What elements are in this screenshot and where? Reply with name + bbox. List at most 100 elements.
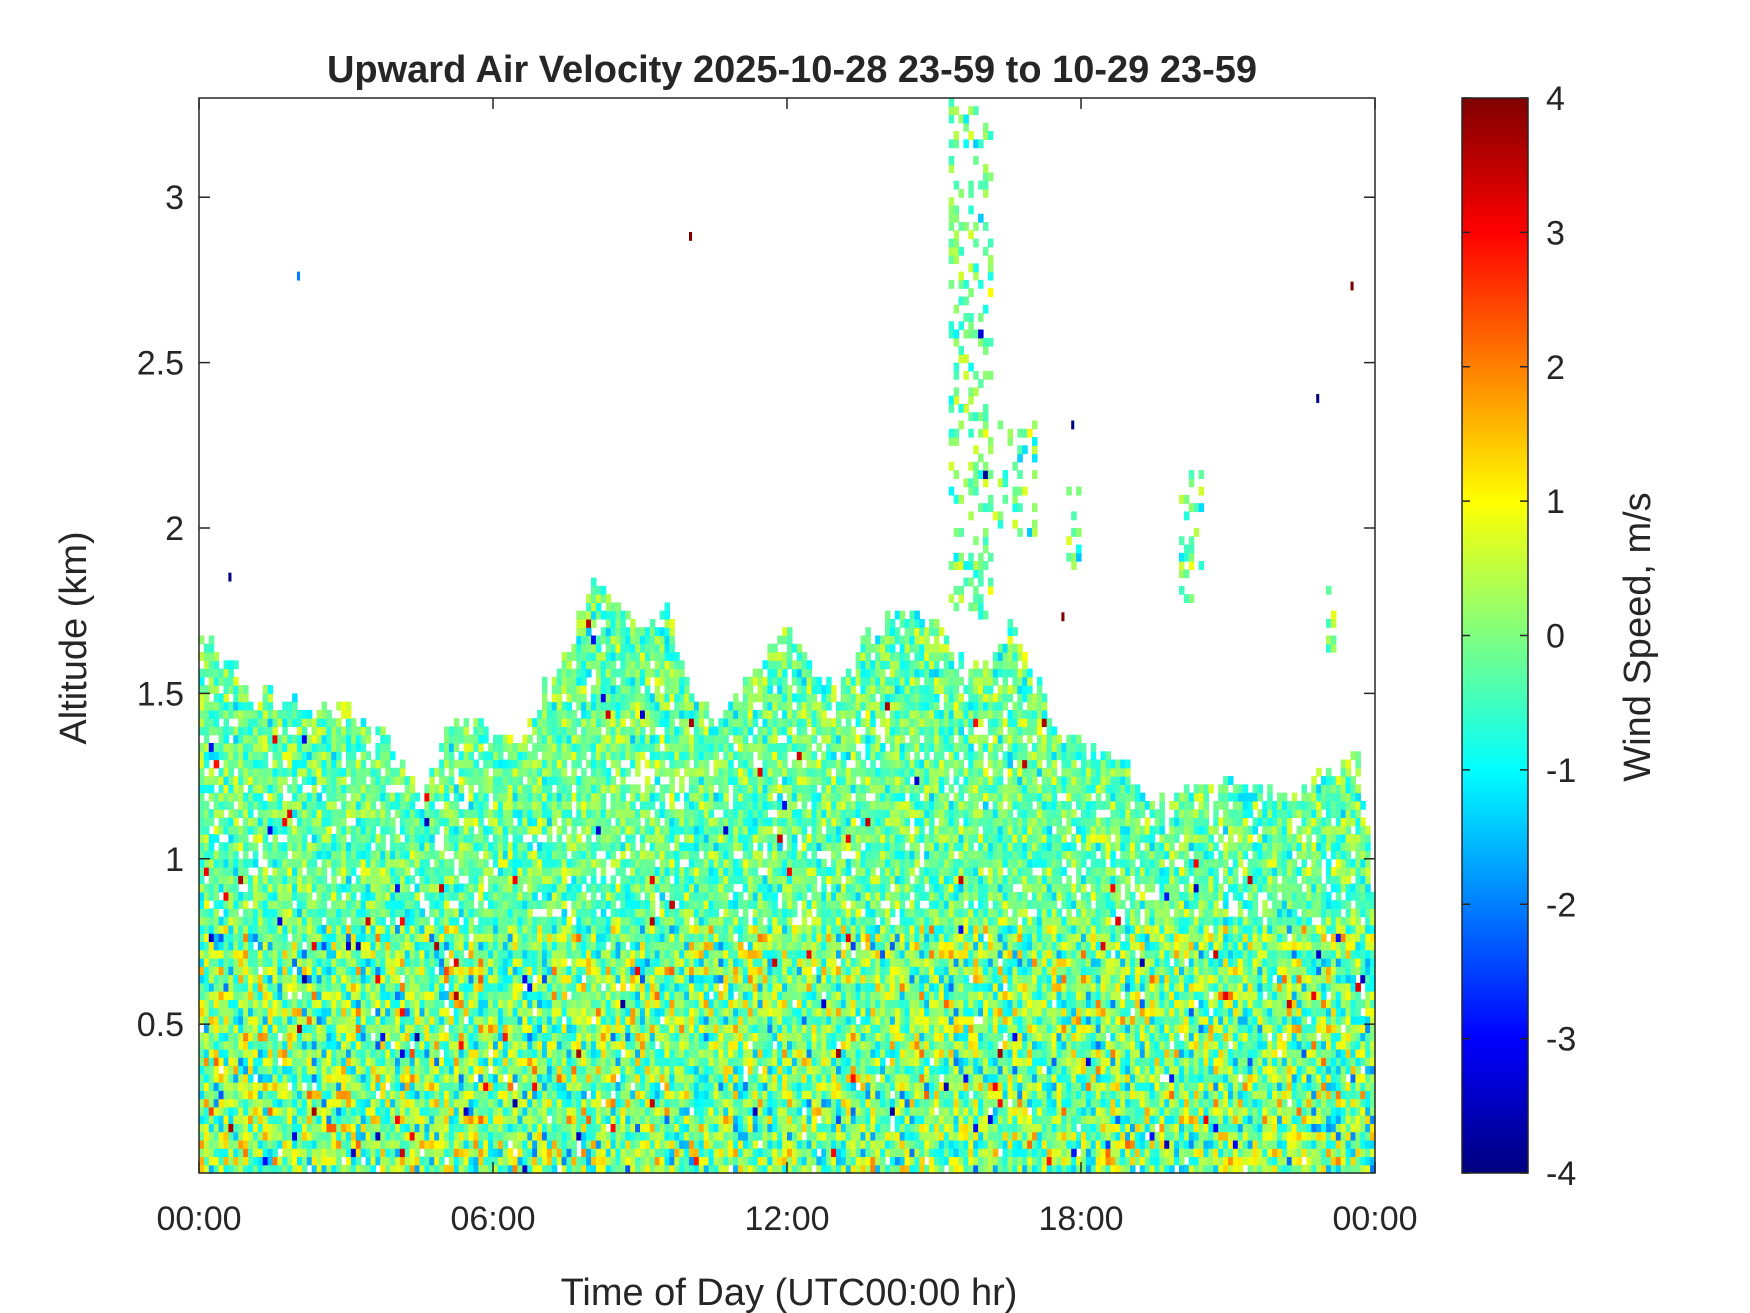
heatmap-cell [517, 916, 523, 926]
heatmap-cell [346, 974, 352, 984]
heatmap-cell [208, 933, 215, 943]
heatmap-cell [507, 1123, 514, 1133]
heatmap-cell [243, 751, 249, 761]
heatmap-cell [365, 1123, 372, 1133]
heatmap-cell [399, 1098, 406, 1108]
heatmap-cell [620, 858, 626, 868]
heatmap-cell [463, 1131, 470, 1141]
heatmap-cell [370, 933, 376, 943]
heatmap-cell [571, 1007, 577, 1017]
heatmap-cell [625, 676, 631, 686]
heatmap-cell [444, 916, 450, 926]
heatmap-cell [346, 883, 352, 893]
heatmap-cell [439, 792, 445, 802]
heatmap-cell [502, 958, 509, 967]
heatmap-cell [404, 1156, 411, 1166]
heatmap-cell [576, 618, 582, 628]
heatmap-cell [605, 1057, 612, 1067]
heatmap-cell [257, 958, 264, 967]
heatmap-cell [238, 1156, 244, 1166]
heatmap-cell [605, 1015, 612, 1025]
heatmap-cell [203, 1115, 210, 1124]
heatmap-cell [233, 933, 239, 943]
heatmap-cell [252, 1139, 259, 1149]
heatmap-cell [429, 900, 435, 909]
heatmap-cell [537, 916, 543, 926]
heatmap-cell [301, 751, 308, 761]
heatmap-cell [522, 817, 528, 827]
heatmap-cell [591, 1123, 597, 1133]
heatmap-cell [262, 924, 269, 934]
heatmap-cell [267, 1098, 274, 1108]
heatmap-cell [365, 817, 372, 827]
heatmap-cell [419, 850, 425, 860]
heatmap-cell [248, 949, 254, 959]
heatmap-cell [282, 974, 288, 984]
heatmap-cell [434, 1090, 440, 1100]
heatmap-cell [199, 833, 205, 843]
heatmap-cell [399, 858, 406, 868]
heatmap-cell [292, 1106, 298, 1116]
heatmap-cell [488, 1156, 494, 1166]
heatmap-cell [390, 1073, 396, 1083]
heatmap-cell [468, 1032, 474, 1042]
heatmap-cell [350, 1007, 357, 1017]
heatmap-cell [630, 809, 636, 819]
heatmap-cell [404, 1090, 411, 1100]
heatmap-cell [429, 1048, 435, 1058]
heatmap-cell [566, 685, 572, 694]
heatmap-cell [444, 833, 450, 843]
heatmap-cell [595, 709, 602, 719]
heatmap-cell [199, 850, 205, 860]
heatmap-cell [419, 1131, 425, 1141]
heatmap-cell [287, 1131, 293, 1141]
heatmap-cell [556, 1048, 563, 1058]
heatmap-cell [581, 1148, 587, 1158]
heatmap-cell [630, 1106, 636, 1116]
heatmap-cell [586, 759, 592, 769]
heatmap-cell [556, 966, 563, 976]
heatmap-cell [399, 800, 406, 810]
heatmap-cell [218, 883, 225, 893]
heatmap-cell [620, 825, 626, 835]
heatmap-cell [385, 1164, 391, 1174]
heatmap-cell [370, 833, 376, 843]
heatmap-cell [399, 1082, 406, 1091]
heatmap-cell [213, 916, 220, 926]
heatmap-cell [414, 850, 421, 860]
heatmap-cell [640, 924, 646, 934]
heatmap-cell [429, 776, 435, 785]
heatmap-cell [331, 776, 337, 785]
heatmap-cell [341, 924, 347, 934]
heatmap-cell [262, 701, 269, 711]
heatmap-cell [561, 800, 568, 810]
heatmap-cell [316, 1040, 323, 1050]
heatmap-cell [218, 1032, 225, 1042]
heatmap-cell [252, 1090, 259, 1100]
heatmap-cell [512, 966, 519, 976]
heatmap-cell [615, 991, 621, 1000]
heatmap-cell [600, 949, 607, 959]
heatmap-cell [493, 999, 499, 1009]
heatmap-cell [507, 1048, 514, 1058]
heatmap-cell [233, 660, 239, 670]
heatmap-cell [439, 941, 445, 951]
heatmap-cell [493, 1106, 499, 1116]
heatmap-cell [331, 1139, 337, 1149]
heatmap-cell [649, 941, 656, 951]
heatmap-cell [463, 1115, 470, 1124]
heatmap-cell [395, 1065, 401, 1075]
heatmap-cell [493, 1164, 499, 1174]
heatmap-cell [615, 974, 621, 984]
heatmap-cell [488, 908, 494, 918]
heatmap-cell [640, 800, 646, 810]
heatmap-cell [424, 825, 430, 835]
heatmap-cell [635, 652, 641, 661]
heatmap-cell [610, 875, 617, 885]
heatmap-cell [561, 1148, 568, 1158]
heatmap-cell [370, 809, 376, 819]
heatmap-cell [644, 1123, 651, 1133]
heatmap-cell [595, 982, 602, 992]
heatmap-cell [301, 842, 308, 852]
heatmap-cell [213, 676, 220, 686]
